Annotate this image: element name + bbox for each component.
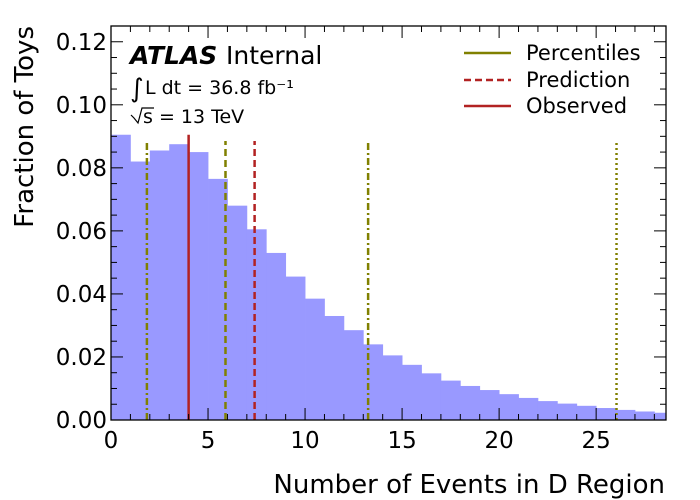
x-tick-label: 10 xyxy=(290,428,319,454)
histogram-bar xyxy=(149,150,170,420)
histogram-bar xyxy=(363,344,384,420)
histogram-bar xyxy=(440,380,461,420)
histogram-bar xyxy=(130,161,151,420)
histogram-bar xyxy=(305,298,325,420)
histogram-bar xyxy=(576,405,597,420)
histogram-bar xyxy=(460,385,481,420)
x-tick-label: 5 xyxy=(201,428,216,454)
histogram-bar xyxy=(343,330,364,420)
histogram-bar xyxy=(518,397,539,420)
x-tick-label: 15 xyxy=(387,428,416,454)
histogram-bar xyxy=(266,252,287,420)
legend-label-observed: Observed xyxy=(526,94,627,118)
histogram-bar xyxy=(402,364,422,420)
histogram-bar xyxy=(169,144,190,420)
y-tick-label: 0.00 xyxy=(56,408,107,434)
histogram-bar xyxy=(246,229,267,420)
y-tick-label: 0.08 xyxy=(56,156,107,182)
histogram-bars xyxy=(111,134,667,420)
plot-frame xyxy=(110,25,667,421)
histogram-bar xyxy=(537,401,558,420)
tick-labels: 0 5 10 15 20 25 0.00 0.02 0.04 0.06 0.08 0.10 0.12 xyxy=(56,30,611,454)
atlas-annotation: ATLAS Internal ∫ L dt = 36.8 fb⁻¹ s = 13… xyxy=(128,41,322,128)
internal-label: Internal xyxy=(226,41,322,70)
legend-label-percentiles: Percentiles xyxy=(526,41,641,65)
histogram-bar xyxy=(615,409,636,420)
histogram-bar xyxy=(634,411,655,420)
histogram-bar xyxy=(111,134,131,420)
histogram-bar xyxy=(285,276,306,420)
sqrt-icon xyxy=(130,107,154,125)
atlas-label: ATLAS xyxy=(128,41,217,70)
histogram-bar xyxy=(324,315,345,420)
histogram-bar xyxy=(227,205,248,420)
legend-label-prediction: Prediction xyxy=(526,68,630,92)
y-tick-label: 0.04 xyxy=(56,282,107,308)
y-tick-label: 0.10 xyxy=(56,93,107,119)
histogram-bar xyxy=(382,355,403,420)
y-tick-label: 0.06 xyxy=(56,219,107,245)
y-tick-label: 0.02 xyxy=(56,345,107,371)
histogram-bar xyxy=(596,408,616,420)
histogram-bar xyxy=(499,394,519,420)
legend: Percentiles Prediction Observed xyxy=(464,41,641,118)
x-tick-label: 20 xyxy=(484,428,513,454)
x-tick-label: 25 xyxy=(581,428,610,454)
y-axis-label: Fraction of Toys xyxy=(10,26,40,228)
x-axis-label: Number of Events in D Region xyxy=(273,470,665,500)
energy-label: s = 13 TeV xyxy=(143,106,244,128)
histogram-bar xyxy=(654,412,667,420)
integral-icon: ∫ xyxy=(130,74,144,104)
histogram-bar xyxy=(557,403,578,420)
histogram-bar xyxy=(479,390,500,420)
histogram-bar xyxy=(188,152,209,420)
lumi-label: L dt = 36.8 fb⁻¹ xyxy=(145,77,294,99)
axis-ticks xyxy=(110,26,666,421)
histogram-bar xyxy=(208,178,228,420)
vertical-lines xyxy=(145,134,618,420)
y-tick-label: 0.12 xyxy=(56,30,107,56)
x-tick-label: 0 xyxy=(104,428,119,454)
histogram-bar xyxy=(421,373,442,420)
